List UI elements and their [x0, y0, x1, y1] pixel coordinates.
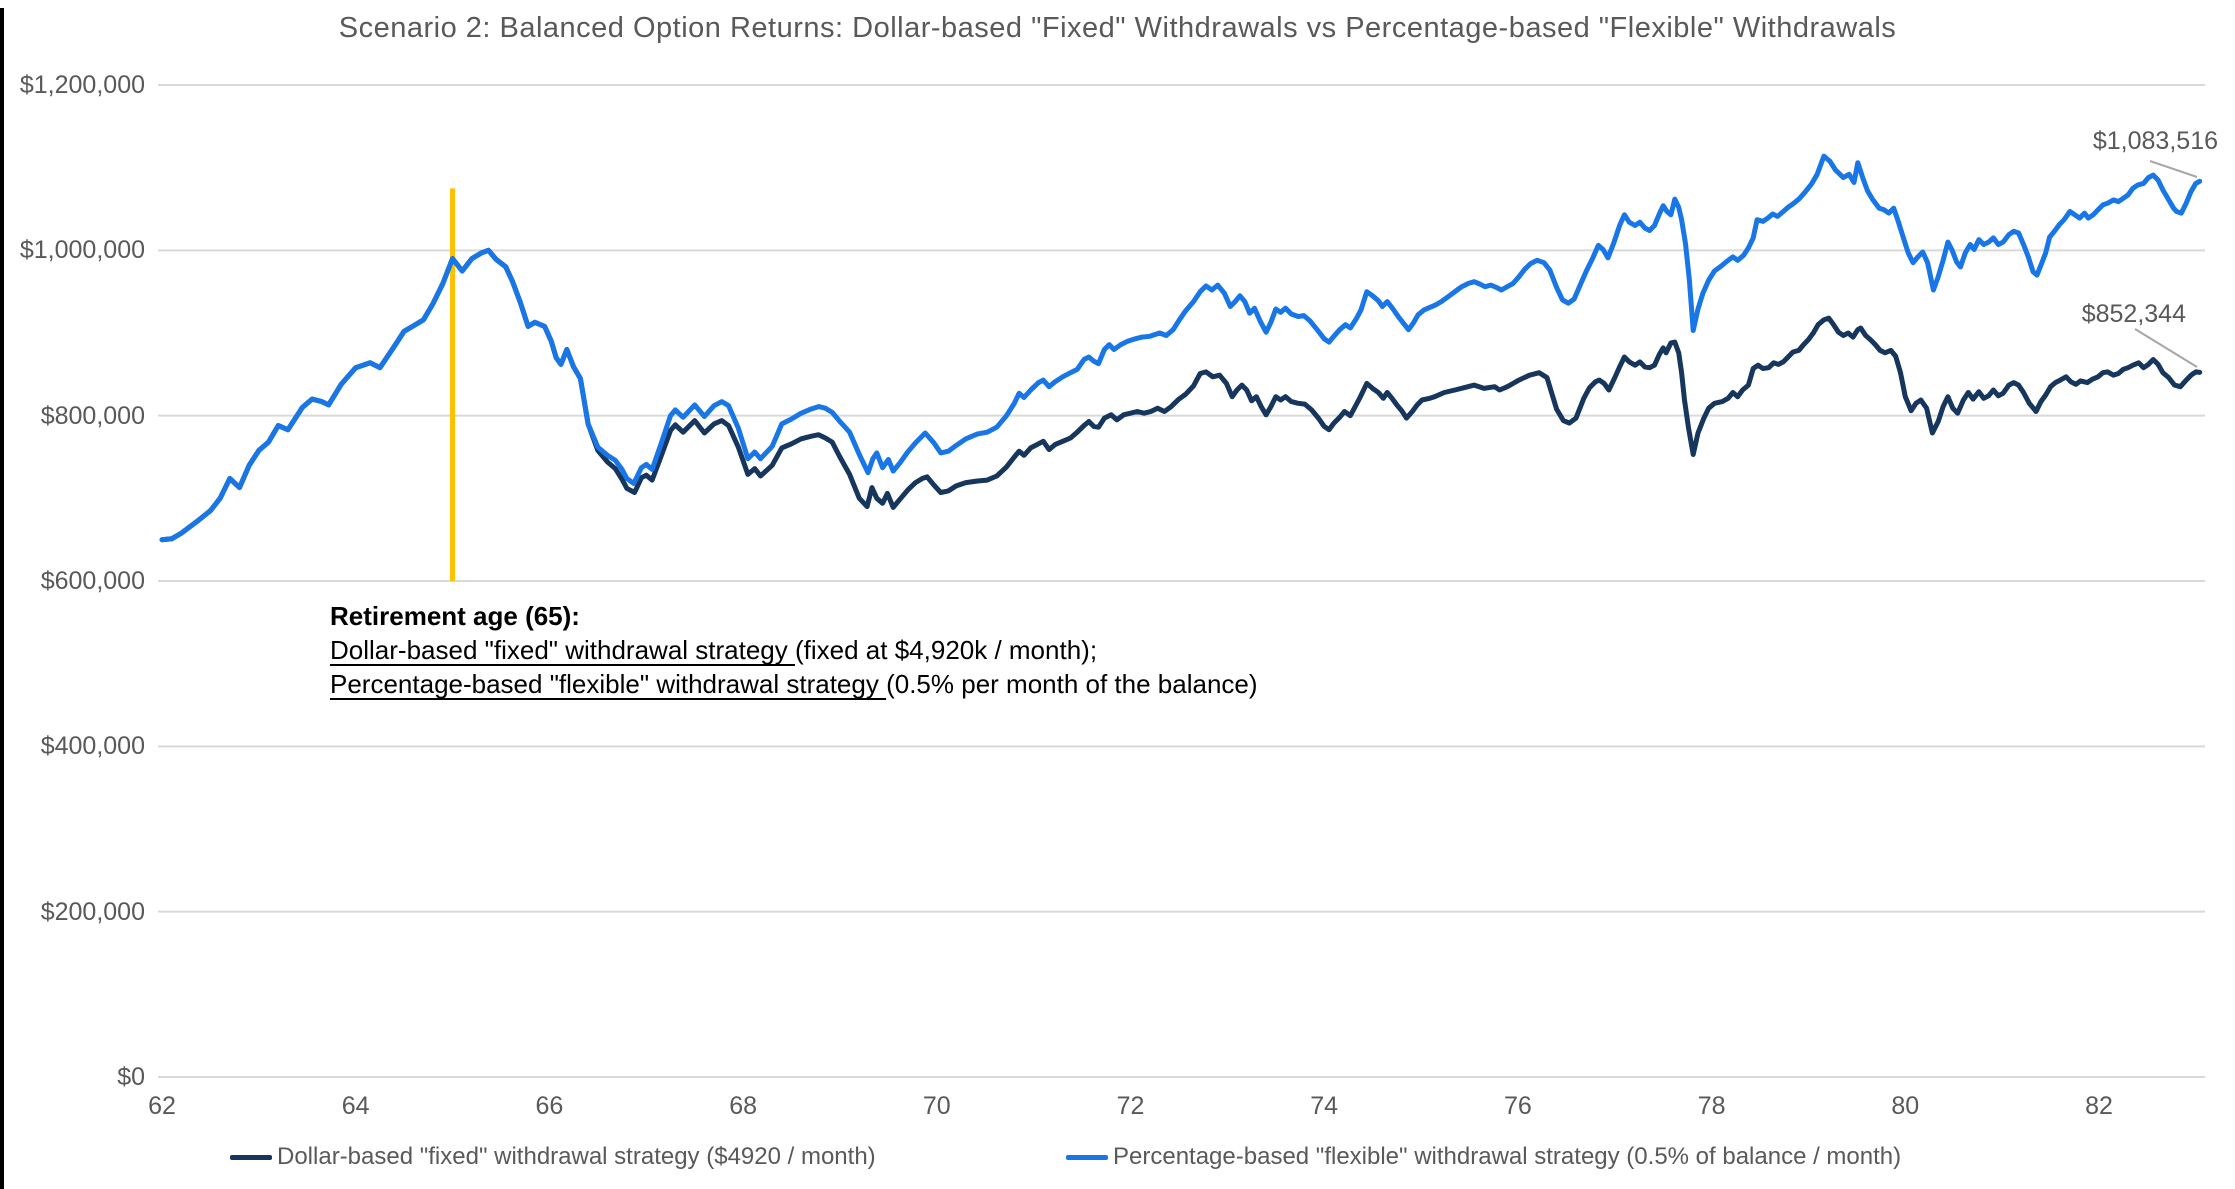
- x-axis-tick-label: 62: [148, 1092, 176, 1120]
- legend-line-swatch: [230, 1154, 272, 1160]
- chart-legend: Dollar-based "fixed" withdrawal strategy…: [0, 1142, 2235, 1172]
- y-axis-tick-label: $0: [117, 1063, 145, 1091]
- series-line-flexible-withdrawal: [159, 153, 2203, 543]
- legend-item-fixed: Dollar-based "fixed" withdrawal strategy…: [230, 1142, 876, 1172]
- legend-label: Percentage-based "flexible" withdrawal s…: [1113, 1143, 1902, 1170]
- window-left-border: [0, 8, 4, 1189]
- leader-line-flexible-label: [2149, 160, 2198, 178]
- leader-line-fixed-label: [2134, 328, 2198, 368]
- chart-title: Scenario 2: Balanced Option Returns: Dol…: [338, 12, 1897, 44]
- annotation-fixed-underlined: Dollar-based "fixed" withdrawal strategy: [330, 635, 795, 665]
- x-axis-tick-label: 76: [1503, 1092, 1532, 1120]
- annotation-flexible-underlined: Percentage-based "flexible" withdrawal s…: [330, 669, 887, 699]
- x-axis-tick-label: 72: [1116, 1092, 1145, 1120]
- annotation-heading: Retirement age (65):: [330, 601, 580, 631]
- y-axis-tick-label: $600,000: [40, 567, 145, 595]
- x-axis-tick-label: 64: [341, 1092, 370, 1120]
- x-axis-tick-label: 82: [2085, 1092, 2113, 1120]
- y-axis-tick-label: $400,000: [40, 732, 145, 761]
- annotation-fixed-rest: (fixed at $4,920k / month);: [795, 635, 1098, 665]
- x-axis-tick-label: 80: [1891, 1092, 1920, 1120]
- end-value-label-flexible: $1,083,516: [2092, 127, 2218, 155]
- legend-label: Dollar-based "fixed" withdrawal strategy…: [277, 1143, 876, 1170]
- annotation-line-fixed: Dollar-based "fixed" withdrawal strategy…: [330, 633, 1258, 667]
- x-axis-tick-label: 74: [1310, 1092, 1339, 1120]
- x-axis-tick-label: 68: [729, 1092, 757, 1120]
- x-axis-tick-label: 70: [922, 1092, 951, 1120]
- annotation-line-flexible: Percentage-based "flexible" withdrawal s…: [330, 667, 1258, 701]
- x-axis-tick-label: 66: [535, 1092, 564, 1120]
- legend-line-swatch: [1066, 1154, 1108, 1160]
- x-axis-tick-label: 78: [1697, 1092, 1726, 1120]
- gridlines: [158, 84, 2205, 1078]
- annotation-flexible-rest: (0.5% per month of the balance): [886, 669, 1258, 699]
- y-axis-tick-label: $1,200,000: [19, 71, 145, 99]
- end-value-label-fixed: $852,344: [2081, 300, 2186, 328]
- y-axis-tick-label: $1,000,000: [19, 236, 145, 265]
- y-axis-tick-label: $200,000: [40, 897, 145, 926]
- legend-item-flexible: Percentage-based "flexible" withdrawal s…: [1066, 1142, 1901, 1172]
- retirement-annotation: Retirement age (65): Dollar-based "fixed…: [330, 599, 1258, 701]
- series-line-fixed-withdrawal: [159, 247, 2203, 543]
- y-axis-tick-label: $800,000: [40, 401, 145, 430]
